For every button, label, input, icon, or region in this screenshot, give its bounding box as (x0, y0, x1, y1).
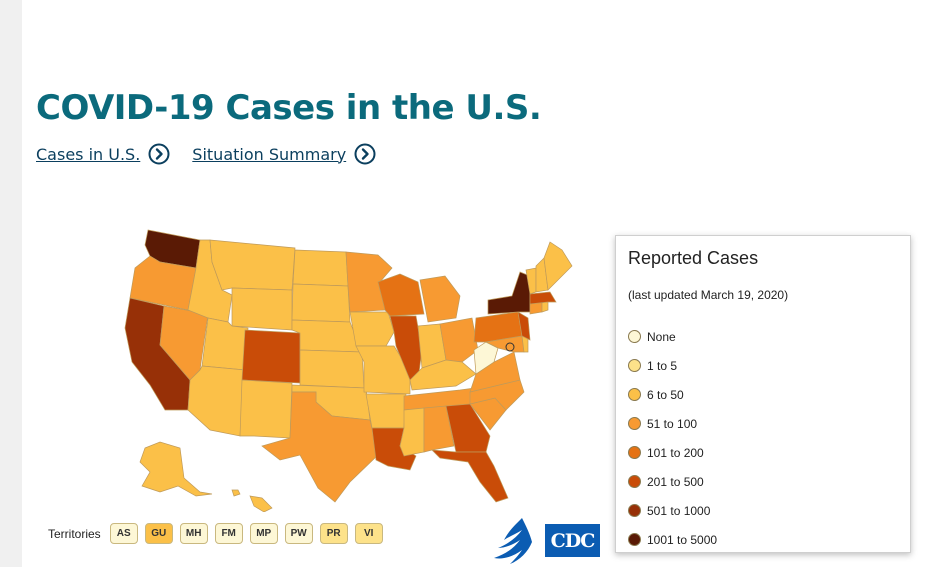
page-title: COVID-19 Cases in the U.S. (36, 88, 542, 128)
legend-item: 201 to 500 (628, 467, 717, 496)
state-new-jersey[interactable] (517, 311, 531, 341)
state-montana[interactable] (209, 239, 296, 291)
legend-label: 1001 to 5000 (647, 532, 718, 547)
legend-label: 6 to 50 (647, 387, 684, 402)
legend-label: 201 to 500 (647, 474, 704, 489)
page-links: Cases in U.S. Situation Summary (36, 143, 376, 165)
legend-item: None (628, 322, 717, 351)
state-hawaii[interactable] (249, 495, 273, 513)
legend-label: 501 to 1000 (647, 503, 711, 518)
territories-row: Territories AS GU MH FM MP PW PR VI (48, 523, 383, 544)
legend-item: 1001 to 5000 (628, 525, 717, 554)
chevron-right-circle-icon[interactable] (354, 143, 376, 165)
state-massachusetts[interactable] (529, 291, 557, 305)
legend-item: 6 to 50 (628, 380, 717, 409)
legend-swatch-icon (628, 475, 641, 488)
territory-gu[interactable]: GU (144, 523, 173, 544)
chevron-right-circle-icon[interactable] (148, 143, 170, 165)
state-florida[interactable] (431, 449, 509, 503)
state-kansas[interactable] (299, 349, 365, 389)
state-rhode-island[interactable] (541, 301, 549, 313)
legend-item: 1 to 5 (628, 351, 717, 380)
legend-swatch-icon (628, 417, 641, 430)
legend-updated: (last updated March 19, 2020) (628, 288, 789, 302)
state-hawaii-island[interactable] (231, 489, 241, 497)
dc-marker[interactable] (505, 342, 515, 352)
state-alaska[interactable] (139, 441, 213, 497)
state-colorado[interactable] (241, 329, 301, 384)
legend-label: 51 to 100 (647, 416, 698, 431)
state-nebraska[interactable] (291, 319, 363, 353)
situation-summary-link-text[interactable]: Situation Summary (192, 144, 347, 164)
state-texas[interactable] (261, 391, 379, 503)
territory-fm[interactable]: FM (214, 523, 243, 544)
state-georgia[interactable] (445, 403, 491, 453)
legend-label: 1 to 5 (647, 358, 678, 373)
state-kentucky[interactable] (409, 359, 477, 391)
territory-as[interactable]: AS (109, 523, 138, 544)
us-map (80, 222, 620, 513)
state-wyoming[interactable] (231, 287, 293, 331)
legend-list: None 1 to 5 6 to 50 51 to 100 101 to 200… (628, 322, 717, 554)
legend-label: None (647, 329, 676, 344)
state-missouri[interactable] (355, 345, 411, 395)
territories-label: Territories (48, 526, 101, 541)
legend-swatch-icon (628, 446, 641, 459)
hhs-eagle-logo (494, 518, 532, 564)
legend-swatch-icon (628, 388, 641, 401)
state-new-york[interactable] (487, 271, 531, 315)
legend-item: 51 to 100 (628, 409, 717, 438)
cases-in-us-link[interactable]: Cases in U.S. (36, 143, 170, 165)
legend-item: 101 to 200 (628, 438, 717, 467)
cdc-logo: CDC (545, 524, 600, 557)
state-new-mexico[interactable] (239, 379, 293, 439)
state-arkansas[interactable] (365, 393, 407, 429)
state-maine[interactable] (543, 241, 573, 291)
situation-summary-link[interactable]: Situation Summary (192, 143, 376, 165)
state-alabama[interactable] (423, 405, 455, 453)
legend-label: 101 to 200 (647, 445, 704, 460)
state-west-virginia[interactable] (473, 341, 499, 375)
state-arizona[interactable] (187, 365, 246, 437)
legend-swatch-icon (628, 533, 641, 546)
territory-pr[interactable]: PR (319, 523, 348, 544)
state-north-dakota[interactable] (292, 249, 349, 287)
state-wisconsin[interactable] (377, 273, 425, 317)
legend-swatch-icon (628, 330, 641, 343)
territory-vi[interactable]: VI (354, 523, 383, 544)
legend-title: Reported Cases (628, 248, 759, 268)
cases-in-us-link-text[interactable]: Cases in U.S. (36, 144, 141, 164)
state-south-dakota[interactable] (291, 283, 351, 323)
state-ohio[interactable] (439, 317, 479, 363)
territory-pw[interactable]: PW (284, 523, 313, 544)
legend-panel: Reported Cases (last updated March 19, 2… (615, 235, 911, 553)
state-maryland[interactable] (484, 335, 525, 353)
territory-mh[interactable]: MH (179, 523, 208, 544)
us-map-svg (124, 229, 573, 513)
state-michigan[interactable] (419, 275, 461, 323)
state-iowa[interactable] (349, 311, 395, 347)
legend-swatch-icon (628, 504, 641, 517)
legend-item: 501 to 1000 (628, 496, 717, 525)
legend-swatch-icon (628, 359, 641, 372)
territory-mp[interactable]: MP (249, 523, 278, 544)
left-rail (0, 0, 22, 567)
